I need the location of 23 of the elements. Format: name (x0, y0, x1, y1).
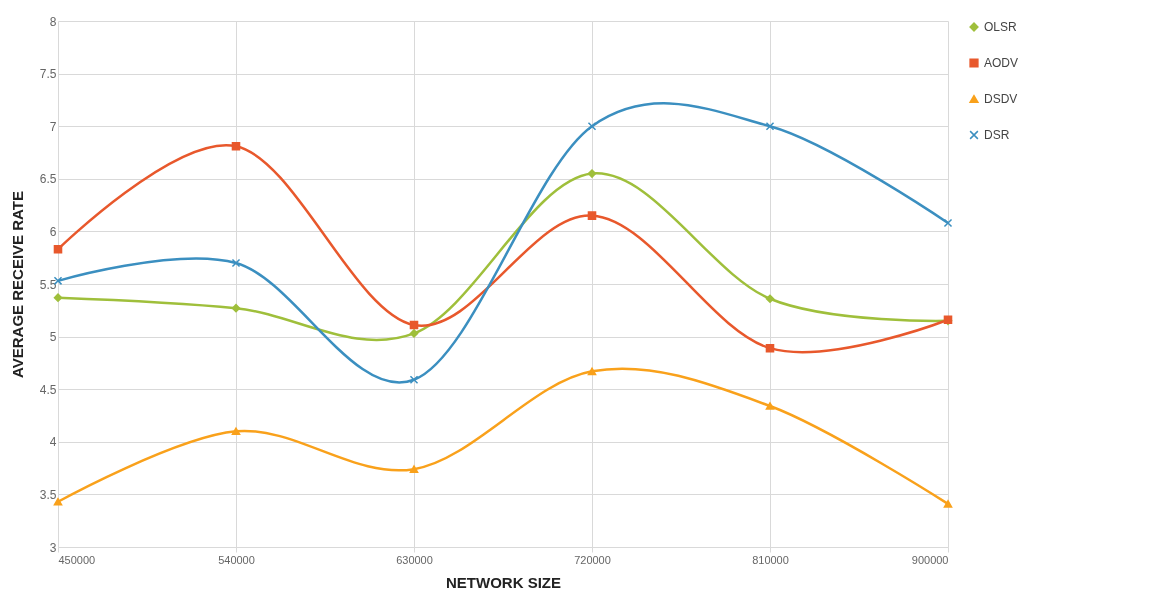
y-tick-label: 4.5 (39, 382, 57, 397)
y-tick-label: 3 (49, 540, 57, 555)
y-tick-label: 3.5 (39, 487, 57, 502)
x-axis-title: NETWORK SIZE (446, 573, 561, 591)
y-tick-label: 4 (49, 435, 57, 450)
y-tick-label: 5.5 (39, 277, 57, 292)
y-tick-label: 8 (49, 14, 57, 29)
y-tick-label: 6 (49, 224, 57, 239)
x-tick-label: 720000 (574, 553, 611, 566)
x-tick-label: 450000 (58, 553, 96, 566)
y-tick-label: 6.5 (39, 172, 57, 187)
legend-label: OLSR (984, 20, 1018, 34)
legend-label: DSDV (984, 92, 1018, 106)
x-tick-label: 900000 (911, 553, 949, 566)
legend-label: AODV (984, 56, 1019, 70)
x-tick-label: 810000 (752, 553, 789, 566)
y-tick-label: 7 (49, 119, 57, 134)
x-tick-label: 540000 (218, 553, 255, 566)
y-tick-label: 5 (49, 330, 57, 345)
y-axis-title: AVERAGE RECEIVE RATE (8, 191, 26, 378)
legend-label: DSR (984, 128, 1010, 142)
x-tick-label: 630000 (396, 553, 433, 566)
y-tick-label: 7.5 (39, 67, 57, 82)
